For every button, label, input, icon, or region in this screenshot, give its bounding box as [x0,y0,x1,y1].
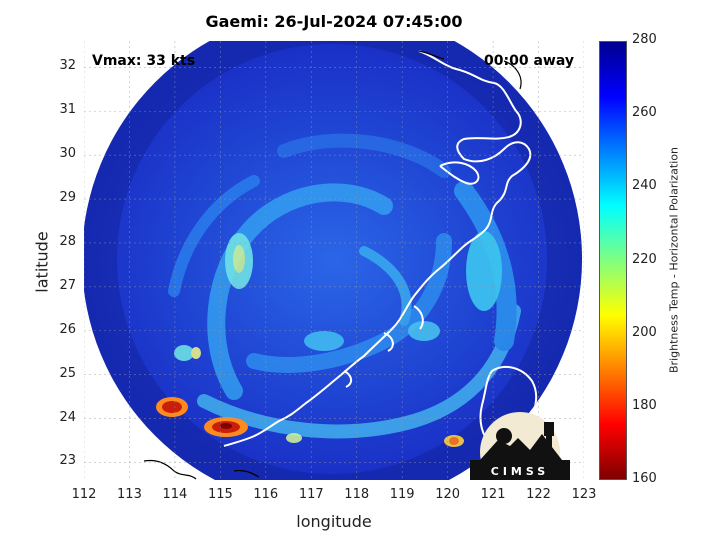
x-tick-label: 118 [344,487,370,502]
colorbar-title: Brightness Temp - Horizontal Polarizatio… [667,147,681,373]
y-tick-label: 23 [59,453,76,469]
x-tick-label: 117 [298,487,324,502]
y-tick-label: 24 [59,409,76,425]
brightness-temperature-map [84,41,584,480]
colorbar-tick-label: 160 [632,471,657,486]
cimss-logo-text: CIMSS [491,465,549,478]
y-tick-label: 25 [59,365,76,381]
colorbar-tick-label: 180 [632,397,657,413]
y-tick-label: 32 [59,58,76,74]
x-axis-label: longitude [296,512,372,531]
colorbar-tick-label: 240 [632,178,657,194]
y-axis-label: latitude [32,231,52,293]
x-tick-label: 112 [71,487,97,502]
y-tick-label: 29 [59,190,76,206]
colorbar-tick-label: 280 [632,32,657,47]
vmax-label: Vmax: 33 kts [92,53,196,69]
x-tick-label: 122 [526,487,551,502]
y-tick-label: 31 [59,102,76,118]
cimss-logo: CIMSS [470,412,570,480]
y-tick-label: 28 [59,233,76,249]
colorbar-tick-label: 260 [632,105,657,121]
colorbar-tick-label: 200 [632,324,657,340]
colorbar-tick-label: 220 [632,251,657,267]
x-tick-label: 119 [389,487,415,502]
x-tick-label: 120 [435,487,461,502]
y-tick-label: 30 [59,146,76,162]
map-grid [84,41,584,480]
x-tick-label: 115 [207,487,233,502]
swath-data [84,41,582,480]
x-tick-label: 114 [162,487,188,502]
colorbar [599,41,627,480]
x-tick-label: 113 [117,487,142,502]
coastline [223,50,532,447]
outside-coastline [143,50,522,480]
x-tick-label: 116 [253,487,279,502]
y-tick-label: 27 [59,277,76,293]
map-title: Gaemi: 26-Jul-2024 07:45:00 [205,12,463,31]
cold-spots [156,397,248,437]
map-plot-area: Vmax: 33 kts 00:00 away [84,41,584,480]
y-tick-label: 26 [59,321,76,337]
time-away-label: 00:00 away [484,53,574,69]
x-tick-label: 121 [480,487,506,502]
x-tick-label: 123 [571,487,597,502]
